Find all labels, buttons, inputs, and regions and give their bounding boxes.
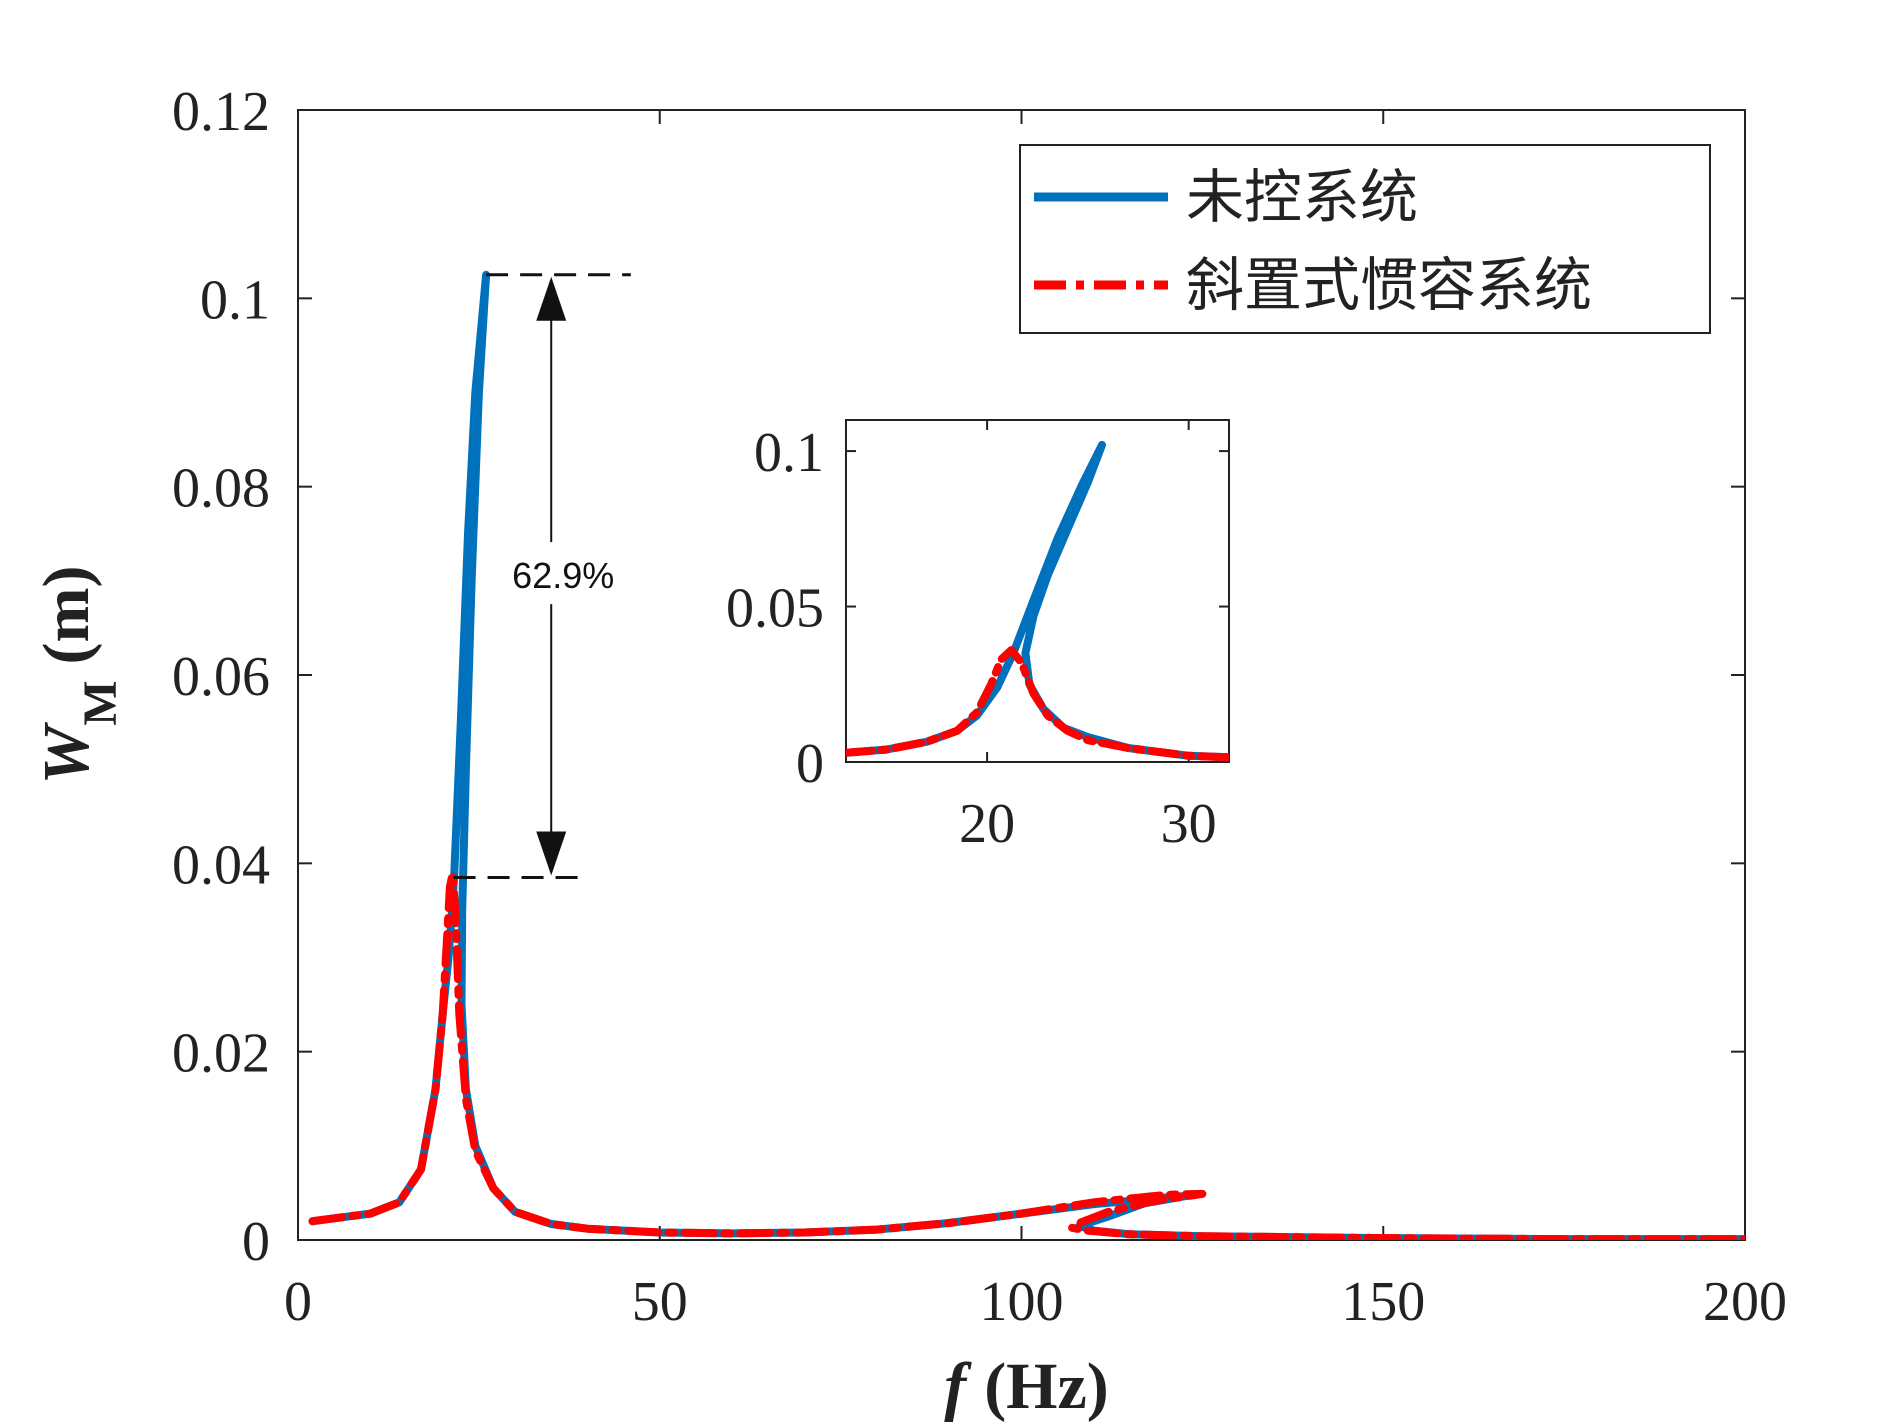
y-tick-label: 0.04 — [172, 834, 270, 896]
y-axis-title-symbol: W — [30, 721, 103, 784]
y-tick-label: 0.08 — [172, 458, 270, 520]
annotation-arrow-head-up — [536, 276, 567, 321]
y-axis-title-subscript: M — [74, 680, 127, 725]
y-tick-label: 0.06 — [172, 646, 270, 708]
y-axis-title-unit: (m) — [30, 566, 103, 665]
y-tick-label: 0.02 — [172, 1023, 270, 1085]
inset-series-inerter-line — [846, 646, 1229, 762]
y-axis-title: WM (m) — [30, 566, 127, 785]
legend-frame — [1019, 144, 1711, 334]
y-tick-label: 0.1 — [200, 269, 270, 331]
y-tick-label: 0.12 — [172, 81, 270, 143]
inset-plot: 20 30 0 0.05 0.1 — [726, 419, 1230, 855]
annotation-arrow-head-down — [536, 831, 567, 876]
x-axis-title-unit: (Hz) — [984, 1350, 1109, 1423]
x-axis-title: f (Hz) — [944, 1350, 1109, 1423]
x-tick-label: 150 — [1341, 1271, 1425, 1333]
annotation-reduction-label: 62.9% — [512, 555, 614, 596]
annotation-label-bg — [491, 542, 612, 605]
inset-y-tick-label: 0.05 — [726, 578, 824, 640]
main-series-inerter-line — [308, 868, 1745, 1240]
inset-x-tick-label: 30 — [1161, 793, 1217, 855]
legend-label-inerter: 斜置式惯容系统 — [1186, 251, 1592, 319]
legend-label-uncontrolled: 未控系统 — [1186, 163, 1418, 231]
x-tick-label: 50 — [632, 1271, 688, 1333]
inset-y-tick-label: 0 — [796, 733, 824, 795]
inset-y-tick-label: 0.1 — [754, 422, 824, 484]
x-tick-label: 100 — [980, 1271, 1064, 1333]
x-tick-label: 200 — [1703, 1271, 1787, 1333]
y-tick-label: 0 — [242, 1211, 270, 1273]
inset-x-tick-label: 20 — [959, 793, 1015, 855]
x-tick-label: 0 — [284, 1271, 312, 1333]
